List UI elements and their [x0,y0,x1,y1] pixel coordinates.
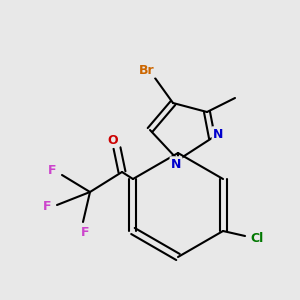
Text: F: F [81,226,89,238]
Text: N: N [213,128,223,140]
Text: F: F [48,164,56,178]
Text: N: N [171,158,181,170]
Text: F: F [43,200,51,214]
Text: Cl: Cl [250,232,264,244]
Text: O: O [108,134,118,146]
Text: Br: Br [139,64,155,76]
